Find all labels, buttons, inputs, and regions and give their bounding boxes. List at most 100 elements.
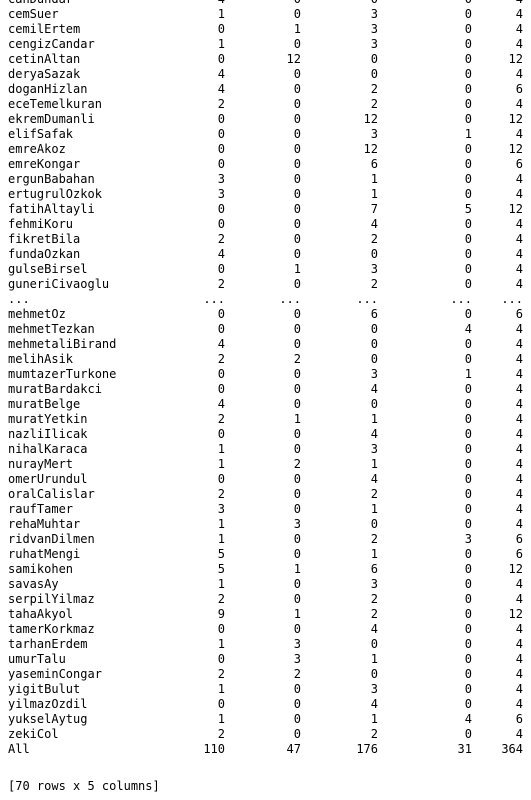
- cell-value: 0: [217, 472, 225, 486]
- cell-value: 4: [370, 622, 378, 636]
- cell-value: 0: [217, 322, 225, 336]
- cell-value: 0: [464, 652, 472, 666]
- cell-value: 0: [217, 22, 225, 36]
- cell-value: 3: [217, 172, 225, 186]
- cell-value: 0: [293, 202, 301, 216]
- cell-value: 4: [515, 397, 523, 411]
- cell-value: 3: [370, 7, 378, 21]
- cell-value: 0: [464, 172, 472, 186]
- cell-value: 0: [464, 517, 472, 531]
- table-row: canDundar 4 0 0 0 4: [8, 0, 523, 7]
- row-label: mehmetaliBirand: [8, 337, 117, 351]
- row-label: mehmetTezkan: [8, 322, 95, 336]
- cell-value: 0: [464, 37, 472, 51]
- table-row: fikretBila 2 0 2 0 4: [8, 232, 523, 247]
- cell-value: 2: [370, 592, 378, 606]
- row-label: muratBelge: [8, 397, 81, 411]
- cell-value: 12: [508, 202, 523, 216]
- table-row: fundaOzkan 4 0 0 0 4: [8, 247, 523, 262]
- cell-value: 0: [293, 247, 301, 261]
- table-row: mehmetOz 0 0 6 0 6: [8, 307, 523, 322]
- table-row: doganHizlan 4 0 2 0 6: [8, 82, 523, 97]
- cell-value: 0: [464, 487, 472, 501]
- table-row: raufTamer 3 0 1 0 4: [8, 502, 523, 517]
- cell-value: 2: [293, 457, 301, 471]
- cell-value: 0: [464, 307, 472, 321]
- cell-value: 12: [508, 112, 523, 126]
- row-label: tahaAkyol: [8, 607, 74, 621]
- cell-value: 0: [293, 442, 301, 456]
- cell-value: 2: [370, 727, 378, 741]
- cell-value: 4: [217, 247, 225, 261]
- row-label: deryaSazak: [8, 67, 81, 81]
- cell-value: 1: [217, 442, 225, 456]
- cell-value: 2: [217, 592, 225, 606]
- cell-value: 0: [217, 427, 225, 441]
- cell-value: 0: [293, 697, 301, 711]
- cell-value: 4: [515, 337, 523, 351]
- row-label: umurTalu: [8, 652, 66, 666]
- cell-value: 2: [217, 97, 225, 111]
- cell-value: 2: [370, 97, 378, 111]
- cell-value: 0: [464, 97, 472, 111]
- row-label: fundaOzkan: [8, 247, 81, 261]
- cell-value: 4: [515, 727, 523, 741]
- cell-value: 0: [293, 487, 301, 501]
- cell-value: 4: [515, 502, 523, 516]
- cell-value: 3: [217, 502, 225, 516]
- cell-value: 2: [370, 532, 378, 546]
- cell-value: 0: [293, 322, 301, 336]
- table-row: cengizCandar 1 0 3 0 4: [8, 37, 523, 52]
- row-label: nihalKaraca: [8, 442, 88, 456]
- row-label: fehmiKoru: [8, 217, 74, 231]
- cell-value: 4: [515, 7, 523, 21]
- row-label: mumtazerTurkone: [8, 367, 117, 381]
- cell-value: 0: [217, 142, 225, 156]
- cell-value: 0: [464, 577, 472, 591]
- cell-value: 0: [293, 97, 301, 111]
- cell-value: 1: [217, 517, 225, 531]
- cell-value: 4: [515, 622, 523, 636]
- cell-value: 0: [217, 262, 225, 276]
- cell-value: 0: [293, 7, 301, 21]
- table-row: ertugrulOzkok 3 0 1 0 4: [8, 187, 523, 202]
- table-row: yukselAytug 1 0 1 4 6: [8, 712, 523, 727]
- cell-value: 12: [508, 52, 523, 66]
- cell-value: 0: [293, 712, 301, 726]
- table-row: fehmiKoru 0 0 4 0 4: [8, 217, 523, 232]
- cell-value: 4: [516, 0, 523, 7]
- cell-value: 4: [217, 82, 225, 96]
- cell-value: 4: [515, 427, 523, 441]
- cell-value: 0: [217, 127, 225, 141]
- cell-value: 4: [464, 712, 472, 726]
- cell-value: 1: [293, 607, 301, 621]
- cell-value: 2: [217, 232, 225, 246]
- cell-value: 0: [293, 172, 301, 186]
- cell-value: 4: [370, 472, 378, 486]
- cell-value: 0: [293, 547, 301, 561]
- cell-value: 0: [464, 337, 472, 351]
- cell-value: 0: [293, 337, 301, 351]
- cell-value: 4: [515, 262, 523, 276]
- cell-value: 3: [293, 652, 301, 666]
- row-label: muratYetkin: [8, 412, 88, 426]
- cell-value: 6: [515, 82, 523, 96]
- cell-value: 6: [515, 547, 523, 561]
- cell-value: 0: [293, 532, 301, 546]
- cell-value: 0: [464, 82, 472, 96]
- cell-value: 5: [464, 202, 472, 216]
- table-row: samikohen 5 1 6 0 12: [8, 562, 523, 577]
- table-row: muratBardakci 0 0 4 0 4: [8, 382, 523, 397]
- table-row: eceTemelkuran 2 0 2 0 4: [8, 97, 523, 112]
- cell-value: 0: [217, 202, 225, 216]
- cell-value: 3: [293, 517, 301, 531]
- table-row: cemSuer 1 0 3 0 4: [8, 7, 523, 22]
- cell-value: 0: [464, 427, 472, 441]
- cell-value: 0: [293, 277, 301, 291]
- row-label: guneriCivaoglu: [8, 277, 110, 291]
- table-row: emreAkoz 0 0 12 0 12: [8, 142, 523, 157]
- table-row: ridvanDilmen 1 0 2 3 6: [8, 532, 523, 547]
- table-row: nurayMert 1 2 1 0 4: [8, 457, 523, 472]
- cell-value: 0: [465, 0, 472, 7]
- cell-value: 3: [293, 637, 301, 651]
